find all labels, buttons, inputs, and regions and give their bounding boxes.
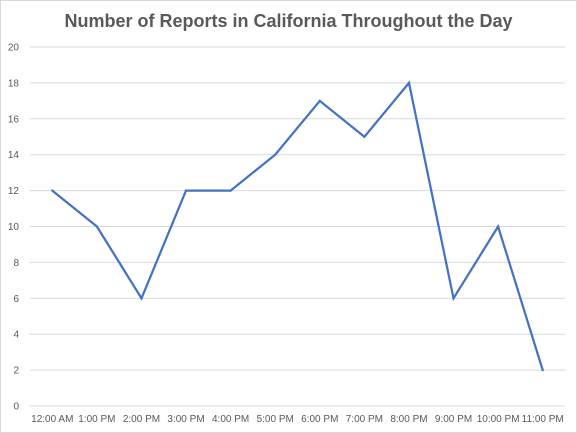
data-point <box>184 189 188 192</box>
data-point <box>95 225 99 228</box>
data-point <box>229 189 232 192</box>
y-tick-label: 4 <box>13 330 19 341</box>
data-point <box>496 225 500 228</box>
x-tick-label: 7:00 PM <box>346 414 383 425</box>
data-point <box>140 297 143 300</box>
x-tick-label: 12:00 AM <box>31 414 73 425</box>
data-point <box>452 297 455 300</box>
x-tick-label: 10:00 PM <box>477 414 520 425</box>
y-tick-label: 12 <box>8 186 20 197</box>
series-group <box>51 80 544 372</box>
x-tick-label: 11:00 PM <box>522 414 564 425</box>
x-tick-label: 5:00 PM <box>257 414 294 425</box>
data-point <box>363 135 366 138</box>
y-tick-label: 0 <box>13 402 19 413</box>
x-tick-label: 8:00 PM <box>390 414 427 425</box>
y-axis-ticks: 0 2 4 6 8 10 12 14 16 18 20 <box>8 43 20 413</box>
x-tick-label: 9:00 PM <box>435 414 472 425</box>
y-tick-label: 14 <box>8 150 20 161</box>
y-tick-label: 8 <box>13 258 19 269</box>
x-tick-label: 6:00 PM <box>301 414 338 425</box>
y-tick-label: 10 <box>8 222 20 233</box>
series-line <box>51 80 544 371</box>
y-tick-label: 18 <box>8 78 20 89</box>
data-point <box>318 99 321 103</box>
gridlines <box>30 46 565 407</box>
x-tick-label: 4:00 PM <box>212 414 249 425</box>
x-tick-label: 1:00 PM <box>78 414 115 425</box>
data-point <box>51 189 54 192</box>
data-point <box>407 81 411 85</box>
y-tick-label: 6 <box>13 294 19 305</box>
x-axis-ticks: 12:00 AM 1:00 PM 2:00 PM 3:00 PM 4:00 PM 5:00… <box>31 414 564 425</box>
y-tick-label: 2 <box>13 366 19 377</box>
x-tick-label: 3:00 PM <box>167 414 204 425</box>
data-point <box>274 153 277 156</box>
y-tick-label: 20 <box>8 43 20 54</box>
y-tick-label: 16 <box>8 114 20 125</box>
chart-title: Number of Reports in California Througho… <box>64 11 513 31</box>
x-tick-label: 2:00 PM <box>123 414 160 425</box>
data-point <box>541 368 544 372</box>
